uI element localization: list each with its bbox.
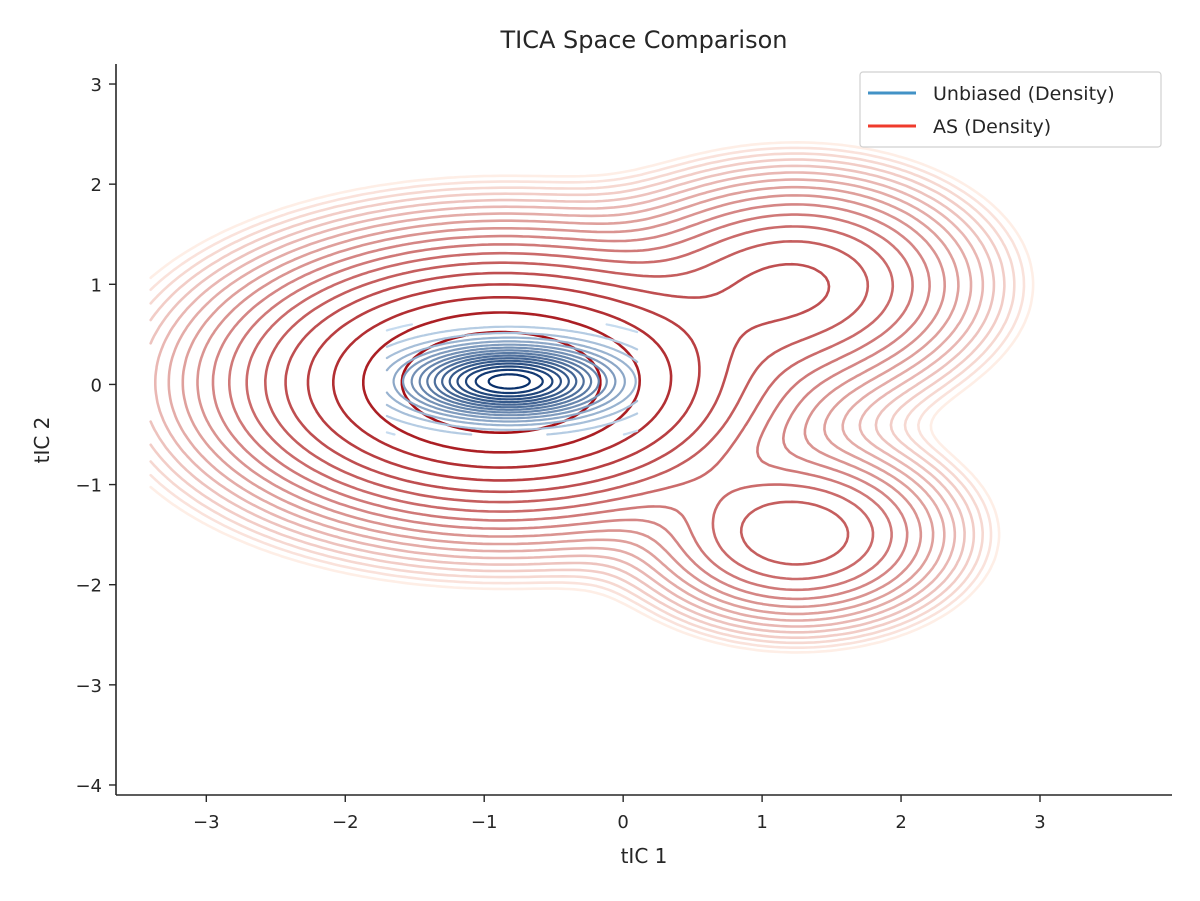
- unbiased-contour-line: [410, 346, 608, 417]
- x-tick-label: 0: [617, 812, 628, 833]
- as-contour-line: [154, 171, 985, 628]
- unbiased-contour-line: [474, 368, 544, 395]
- legend-label-unbiased: Unbiased (Density): [933, 83, 1115, 105]
- as-contour-line: [306, 283, 701, 482]
- legend: Unbiased (Density) AS (Density): [859, 71, 1162, 148]
- unbiased-contour-line: [426, 352, 593, 411]
- unbiased-contour-line: [385, 323, 639, 436]
- as-contour-line: [211, 203, 931, 601]
- y-tick-label: 2: [91, 175, 102, 196]
- as-contour-line: [149, 152, 1016, 645]
- unbiased-contour-line: [385, 331, 639, 431]
- as-contour-line: [245, 225, 895, 581]
- legend-label-as: AS (Density): [933, 116, 1051, 138]
- unbiased-contour-line: [402, 343, 617, 420]
- x-tick-label: 2: [895, 812, 906, 833]
- y-tick-label: −1: [75, 476, 102, 497]
- x-axis-label: tIC 1: [621, 844, 668, 868]
- y-tick-label: −2: [75, 576, 102, 597]
- as-contour-line: [149, 164, 996, 634]
- unbiased-contour-line: [433, 354, 585, 409]
- as-contour-line: [228, 213, 914, 592]
- unbiased-contour-line: [392, 340, 626, 423]
- as-contour-line: [332, 296, 673, 469]
- y-tick-label: −3: [75, 676, 102, 697]
- as-contour-line: [181, 185, 960, 616]
- as-contour-line: [149, 141, 1035, 654]
- legend-frame: [859, 71, 1162, 148]
- series-unbiased-contours: [385, 323, 639, 436]
- x-tick-label: 1: [756, 812, 767, 833]
- chart-title: TICA Space Comparison: [499, 26, 787, 54]
- y-tick-label: 3: [91, 75, 102, 96]
- as-contour-line: [167, 178, 973, 622]
- as-contour-line: [149, 158, 1006, 639]
- unbiased-contour-line: [441, 357, 578, 406]
- x-tick-label: 3: [1034, 812, 1045, 833]
- as-contour-line: [149, 146, 1026, 649]
- x-tick-label: −2: [332, 812, 359, 833]
- y-tick-label: −4: [75, 776, 102, 797]
- plot-area: [149, 141, 1035, 654]
- x-tick-label: −3: [193, 812, 220, 833]
- series-as-contours: [149, 141, 1035, 654]
- x-tick-label: −1: [471, 812, 498, 833]
- as-contour-line: [264, 240, 870, 566]
- axes: −3 −2 −1 0 1 2 3 −4 −3 −2 −1 0 1 2 3: [75, 64, 1172, 833]
- as-contour-line: [196, 194, 946, 609]
- y-axis-label: tIC 2: [30, 417, 54, 464]
- unbiased-contour-line: [487, 373, 531, 390]
- unbiased-contour-line: [456, 362, 562, 401]
- y-tick-label: 1: [91, 275, 102, 296]
- unbiased-contour-line: [464, 365, 554, 398]
- unbiased-contour-line: [418, 349, 600, 414]
- y-tick-label: 0: [91, 375, 102, 396]
- as-contour-line: [284, 262, 831, 494]
- unbiased-contour-line: [385, 336, 637, 427]
- unbiased-contour-line: [385, 325, 639, 436]
- unbiased-contour-line: [448, 359, 570, 404]
